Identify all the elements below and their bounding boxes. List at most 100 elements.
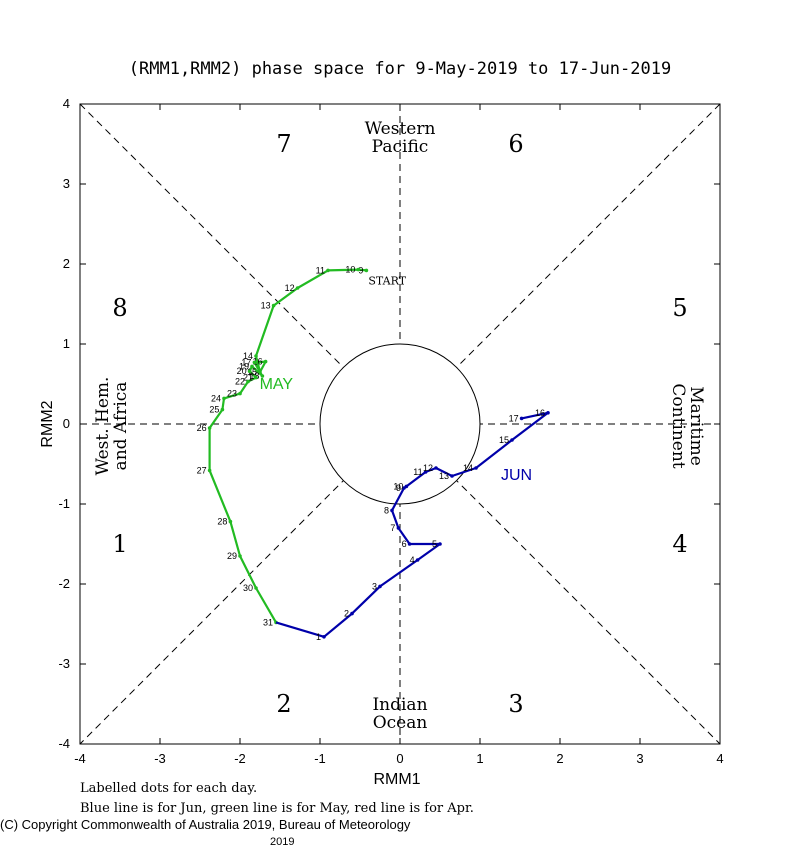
region-label-left-2: and Africa bbox=[111, 382, 131, 471]
day-dot bbox=[364, 268, 369, 273]
day-label: 5 bbox=[432, 539, 437, 549]
day-dot bbox=[546, 411, 550, 415]
phase-number-3: 3 bbox=[508, 690, 523, 718]
copyright-text: (C) Copyright Commonwealth of Australia … bbox=[0, 817, 411, 832]
day-dot bbox=[322, 635, 326, 639]
day-label: 1 bbox=[316, 632, 321, 642]
y-tick-label: 4 bbox=[63, 96, 70, 111]
day-label: 9 bbox=[358, 265, 363, 275]
day-label: 18 bbox=[249, 371, 259, 381]
region-label-right-1: Maritime bbox=[686, 386, 706, 466]
series-line-jun bbox=[275, 411, 550, 638]
day-dot bbox=[246, 379, 250, 384]
x-tick-label: -3 bbox=[154, 751, 166, 766]
x-tick-label: 4 bbox=[716, 751, 723, 766]
day-dot bbox=[207, 426, 212, 430]
day-dot bbox=[415, 558, 420, 562]
day-label: 19 bbox=[239, 361, 249, 371]
day-label: 10 bbox=[345, 265, 355, 275]
start-label: START bbox=[368, 274, 406, 287]
day-dot bbox=[510, 438, 514, 442]
footer-line-2: Blue line is for Jun, green line is for … bbox=[80, 801, 474, 816]
day-dot bbox=[228, 519, 233, 524]
day-dot bbox=[423, 470, 428, 474]
chart-title: (RMM1,RMM2) phase space for 9-May-2019 t… bbox=[129, 59, 671, 79]
day-label: 13 bbox=[439, 471, 449, 481]
day-label: 31 bbox=[263, 617, 273, 627]
day-label: 16 bbox=[253, 357, 263, 367]
y-tick-label: -4 bbox=[58, 736, 70, 751]
phase-number-4: 4 bbox=[672, 530, 687, 558]
day-label: 20 bbox=[237, 366, 247, 376]
day-label: 3 bbox=[372, 581, 377, 591]
day-dot bbox=[356, 267, 361, 272]
day-dot bbox=[407, 542, 412, 546]
axis-ticks bbox=[79, 103, 721, 745]
y-tick-label: 2 bbox=[63, 256, 70, 271]
region-labels: Western Pacific Indian Ocean West. Hem. … bbox=[93, 119, 706, 733]
y-axis-label: RMM2 bbox=[39, 400, 56, 447]
region-label-left-1: West. Hem. bbox=[93, 377, 113, 476]
x-axis-label: RMM1 bbox=[373, 771, 420, 788]
day-dot bbox=[295, 286, 300, 290]
day-dot bbox=[247, 369, 252, 374]
day-dot bbox=[434, 466, 438, 470]
day-label: 14 bbox=[243, 351, 253, 361]
day-label: 4 bbox=[410, 555, 415, 565]
day-dot bbox=[271, 303, 276, 308]
day-label: 25 bbox=[209, 405, 219, 415]
day-label: 17 bbox=[509, 413, 519, 423]
day-label: 6 bbox=[402, 539, 407, 549]
day-label: 15 bbox=[247, 367, 257, 377]
region-label-right-2: Continent bbox=[668, 383, 688, 468]
day-label: 11 bbox=[413, 467, 422, 477]
day-dot bbox=[220, 407, 225, 412]
diagonal-guide bbox=[79, 103, 721, 745]
day-dot bbox=[254, 354, 258, 358]
day-dot bbox=[238, 391, 242, 396]
phase-number-6: 6 bbox=[508, 130, 523, 158]
day-label: 28 bbox=[217, 517, 227, 527]
phase-number-8: 8 bbox=[112, 294, 127, 322]
month-label-may: MAY bbox=[260, 376, 294, 393]
day-dot bbox=[396, 526, 401, 530]
phase-number-1: 1 bbox=[112, 530, 127, 558]
day-label: 13 bbox=[261, 301, 271, 311]
day-label: 27 bbox=[197, 465, 207, 475]
footer: Labelled dots for each day. Blue line is… bbox=[0, 781, 474, 848]
diagonal-guide bbox=[79, 103, 721, 745]
region-label-bottom-1: Indian bbox=[372, 695, 427, 715]
footer-line-1: Labelled dots for each day. bbox=[80, 781, 257, 796]
day-label: 8 bbox=[384, 505, 389, 515]
day-dot bbox=[519, 416, 524, 421]
day-dot bbox=[254, 586, 258, 590]
day-dot bbox=[474, 466, 478, 470]
day-dot bbox=[254, 375, 258, 380]
region-label-bottom-2: Ocean bbox=[373, 713, 428, 733]
day-label: 17 bbox=[241, 357, 251, 367]
day-dot bbox=[326, 268, 330, 273]
region-label-top-2: Pacific bbox=[372, 137, 429, 157]
day-dot bbox=[390, 508, 394, 513]
y-tick-label: -2 bbox=[58, 576, 70, 591]
day-label: 11 bbox=[316, 265, 325, 275]
day-dot bbox=[404, 484, 409, 489]
day-label: 12 bbox=[285, 283, 295, 293]
day-dot bbox=[222, 396, 226, 401]
day-label: 24 bbox=[211, 393, 221, 403]
y-tick-label: 3 bbox=[63, 176, 70, 191]
copyright-year: 2019 bbox=[270, 836, 294, 848]
day-dot bbox=[258, 370, 262, 374]
day-dot bbox=[450, 474, 454, 478]
day-label: 15 bbox=[499, 435, 509, 445]
day-label: 12 bbox=[423, 463, 433, 473]
day-dot bbox=[350, 611, 354, 616]
day-dot bbox=[263, 359, 268, 364]
y-tick-label: -3 bbox=[58, 656, 70, 671]
series-layer: 9101112131415161718192021222324252627282… bbox=[197, 265, 550, 642]
day-label: 26 bbox=[197, 423, 207, 433]
